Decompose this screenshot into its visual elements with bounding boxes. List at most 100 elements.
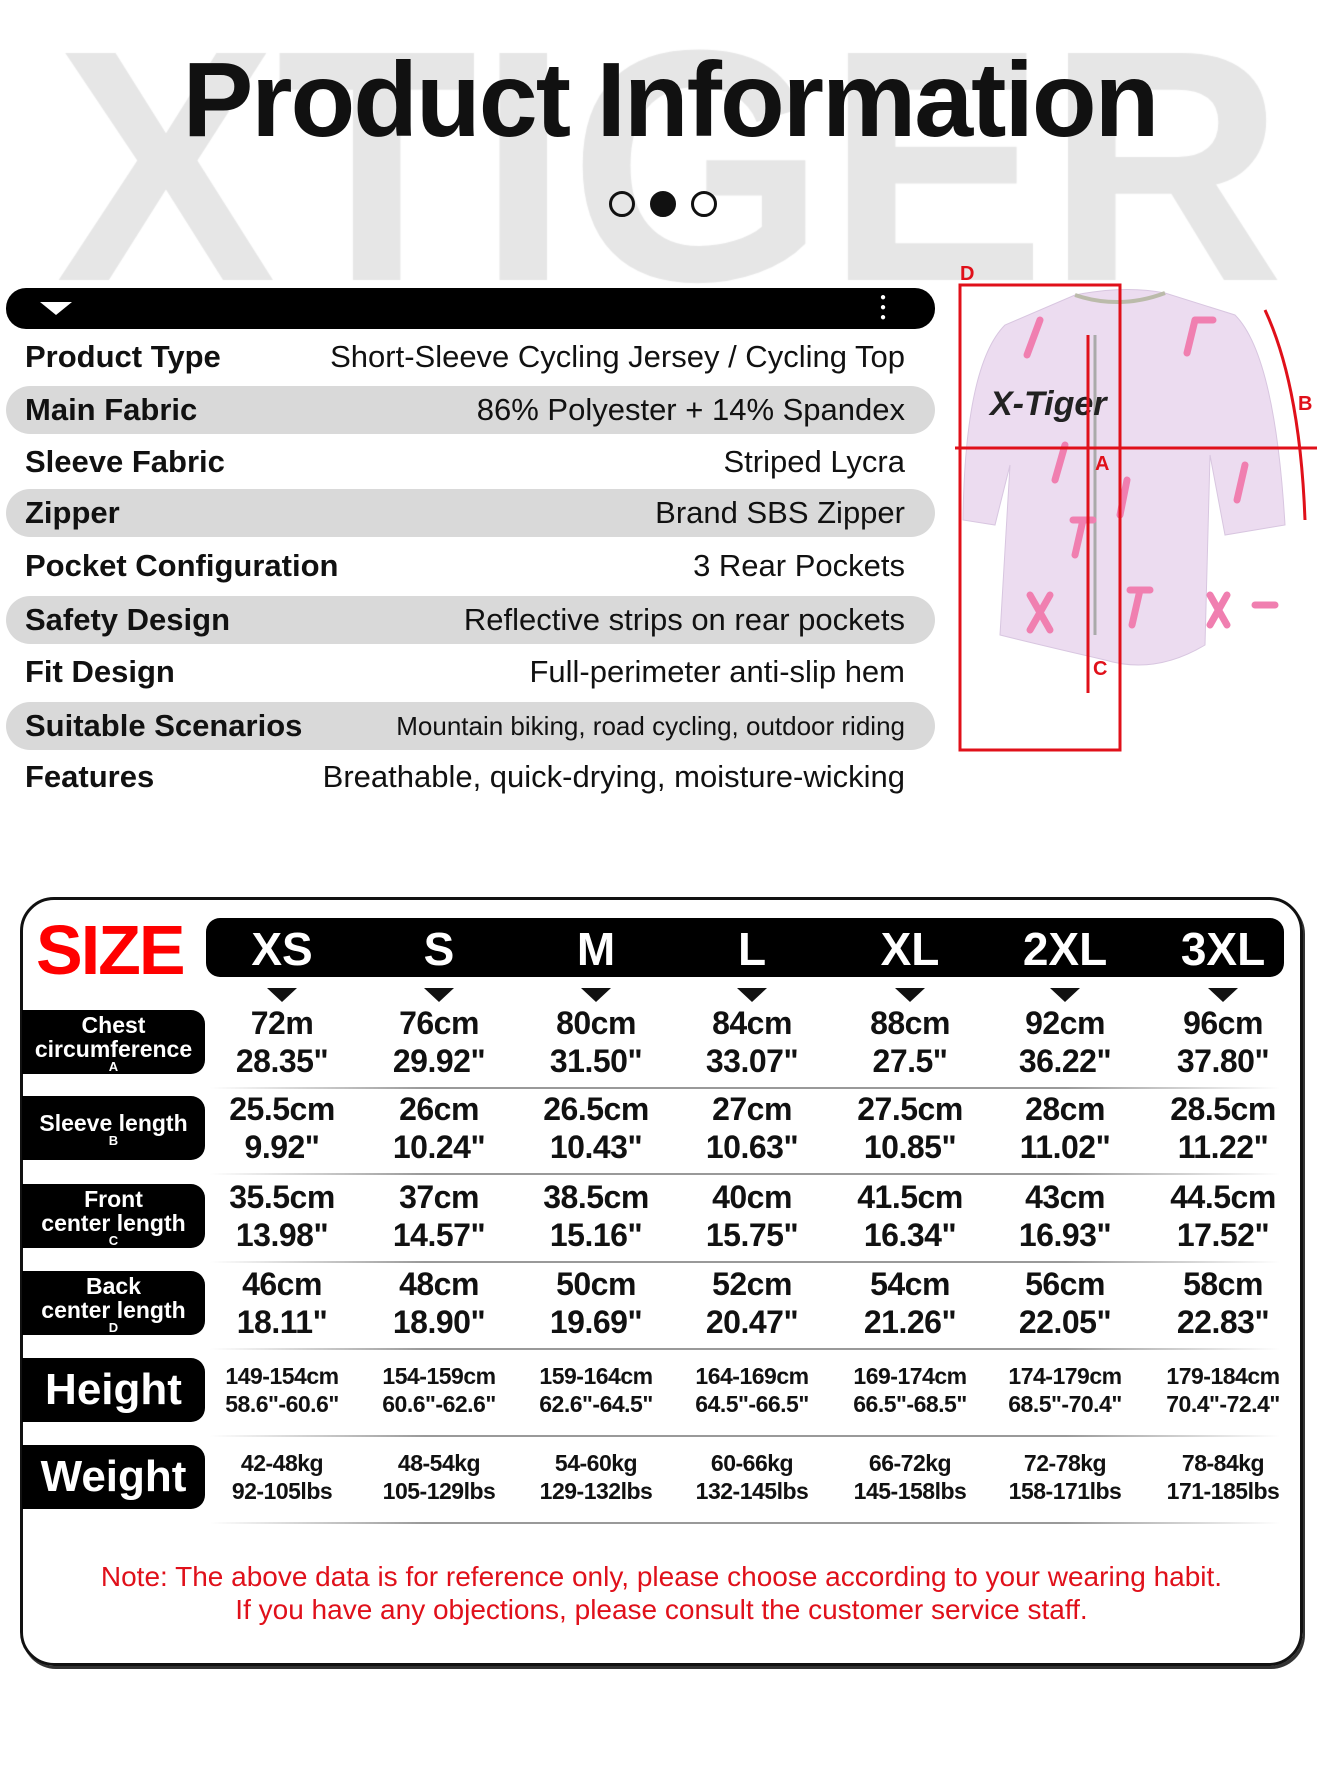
- size-cell: 41.5cm 16.34": [830, 1178, 990, 1254]
- metric-value: 76cm: [399, 1005, 479, 1041]
- spec-row: Safety Design Reflective strips on rear p…: [6, 596, 935, 644]
- metric-value: 88cm: [870, 1005, 950, 1041]
- spec-value: 86% Polyester + 14% Spandex: [476, 392, 905, 427]
- row-label-sleeve-length: Sleeve length B: [22, 1096, 205, 1160]
- metric-value: 54cm: [870, 1266, 950, 1302]
- imperial-value: 132-145lbs: [695, 1478, 809, 1504]
- metric-value: 50cm: [556, 1266, 636, 1302]
- size-cell: 42-48kg 92-105lbs: [202, 1449, 362, 1505]
- size-cell: 96cm 37.80": [1143, 1004, 1303, 1080]
- carousel-dot[interactable]: [609, 191, 635, 217]
- size-label-s: S: [423, 923, 455, 975]
- jersey-brand: X-Tiger: [988, 385, 1108, 423]
- size-cell: 43cm 16.93": [985, 1178, 1145, 1254]
- spec-value: Short-Sleeve Cycling Jersey / Cycling To…: [330, 339, 905, 374]
- size-heading: SIZE: [36, 911, 186, 989]
- size-cell: 50cm 19.69": [516, 1265, 676, 1341]
- metric-value: 28cm: [1025, 1091, 1105, 1127]
- row-label-text: Sleeve length: [39, 1109, 188, 1136]
- imperial-value: 105-129lbs: [382, 1478, 496, 1504]
- down-arrow-icon: [737, 988, 767, 1002]
- size-cell: 84cm 33.07": [672, 1004, 832, 1080]
- more-options-icon[interactable]: ● ● ●: [880, 292, 887, 323]
- metric-value: 37cm: [399, 1179, 479, 1215]
- size-cell: 27.5cm 10.85": [830, 1090, 990, 1166]
- imperial-value: 20.47": [705, 1304, 799, 1340]
- size-chart-card: [20, 897, 1303, 1666]
- metric-value: 159-164cm: [539, 1363, 653, 1389]
- size-cell: 26.5cm 10.43": [516, 1090, 676, 1166]
- spec-row: Pocket Configuration 3 Rear Pockets: [6, 542, 935, 590]
- back-length-D: [958, 283, 1122, 752]
- down-arrow-icon: [895, 988, 925, 1002]
- spec-row: Features Breathable, quick-drying, moistu…: [6, 753, 935, 801]
- measurement-marker: A: [108, 1058, 119, 1074]
- row-label-chest-circumference: Chest circumference A: [22, 1010, 205, 1074]
- carousel-dot[interactable]: [650, 191, 676, 217]
- carousel-dot[interactable]: [691, 191, 717, 217]
- size-cell: 40cm 15.75": [672, 1178, 832, 1254]
- row-label-text: Chest: [81, 1011, 146, 1038]
- row-divider: [210, 1348, 1280, 1350]
- imperial-value: 29.92": [392, 1043, 486, 1079]
- size-cell: 46cm 18.11": [202, 1265, 362, 1341]
- spec-label: Features: [25, 759, 155, 794]
- size-cell: 48cm 18.90": [359, 1265, 519, 1341]
- marker-D: D: [960, 265, 974, 285]
- metric-value: 38.5cm: [543, 1179, 649, 1215]
- imperial-value: 13.98": [235, 1217, 329, 1253]
- size-cell: 76cm 29.92": [359, 1004, 519, 1080]
- size-cell: 80cm 31.50": [516, 1004, 676, 1080]
- size-cell: 66-72kg 145-158lbs: [830, 1449, 990, 1505]
- spec-value: Breathable, quick-drying, moisture-wicki…: [322, 759, 905, 794]
- size-label-xl: XL: [880, 923, 940, 975]
- imperial-value: 22.05": [1018, 1304, 1112, 1340]
- imperial-value: 27.5": [872, 1043, 948, 1079]
- imperial-value: 19.69": [549, 1304, 643, 1340]
- spec-label: Product Type: [25, 339, 221, 374]
- metric-value: 66-72kg: [868, 1450, 952, 1476]
- size-cell: 154-159cm 60.6"-62.6": [359, 1362, 519, 1418]
- spec-row: Sleeve Fabric Striped Lycra: [6, 438, 935, 486]
- spec-row: Suitable Scenarios Mountain biking, road …: [6, 702, 935, 750]
- spec-label: Safety Design: [25, 602, 231, 637]
- metric-value: 40cm: [712, 1179, 792, 1215]
- measurement-marker: C: [108, 1232, 119, 1248]
- row-divider: [210, 1087, 1280, 1089]
- size-cell: 37cm 14.57": [359, 1178, 519, 1254]
- imperial-value: 10.43": [549, 1129, 643, 1165]
- spec-row: Main Fabric 86% Polyester + 14% Spandex: [6, 386, 935, 434]
- imperial-value: 9.92": [244, 1129, 320, 1165]
- imperial-value: 10.63": [705, 1129, 799, 1165]
- imperial-value: 15.16": [549, 1217, 643, 1253]
- size-cell: 159-164cm 62.6"-64.5": [516, 1362, 676, 1418]
- dropdown-triangle-icon[interactable]: [40, 302, 72, 315]
- row-divider: [210, 1173, 1280, 1175]
- imperial-value: 17.52": [1176, 1217, 1270, 1253]
- imperial-value: 60.6"-62.6": [382, 1391, 496, 1417]
- imperial-value: 31.50": [549, 1043, 643, 1079]
- metric-value: 169-174cm: [853, 1363, 967, 1389]
- size-cell: 27cm 10.63": [672, 1090, 832, 1166]
- size-label-3xl: 3XL: [1180, 923, 1266, 975]
- size-cell: 149-154cm 58.6"-60.6": [202, 1362, 362, 1418]
- size-cell: 72-78kg 158-171lbs: [985, 1449, 1145, 1505]
- metric-value: 27cm: [712, 1091, 792, 1127]
- metric-value: 42-48kg: [240, 1450, 324, 1476]
- imperial-value: 64.5"-66.5": [695, 1391, 809, 1417]
- spec-row: Zipper Brand SBS Zipper: [6, 489, 935, 537]
- imperial-value: 129-132lbs: [539, 1478, 653, 1504]
- row-label-text: center length: [41, 1296, 186, 1323]
- metric-value: 72m: [250, 1005, 314, 1041]
- marker-A: A: [1095, 453, 1109, 475]
- note-line-2: If you have any objections, please consu…: [235, 1594, 1088, 1625]
- size-cell: 72m 28.35": [202, 1004, 362, 1080]
- row-label-height: Height: [22, 1358, 205, 1422]
- imperial-value: 10.85": [863, 1129, 957, 1165]
- metric-value: 26.5cm: [543, 1091, 649, 1127]
- imperial-value: 18.11": [236, 1304, 328, 1340]
- spec-row: Fit Design Full-perimeter anti-slip hem: [6, 648, 935, 696]
- size-header-bar: [206, 918, 1284, 977]
- row-divider: [210, 1261, 1280, 1263]
- size-label-m: M: [576, 923, 616, 975]
